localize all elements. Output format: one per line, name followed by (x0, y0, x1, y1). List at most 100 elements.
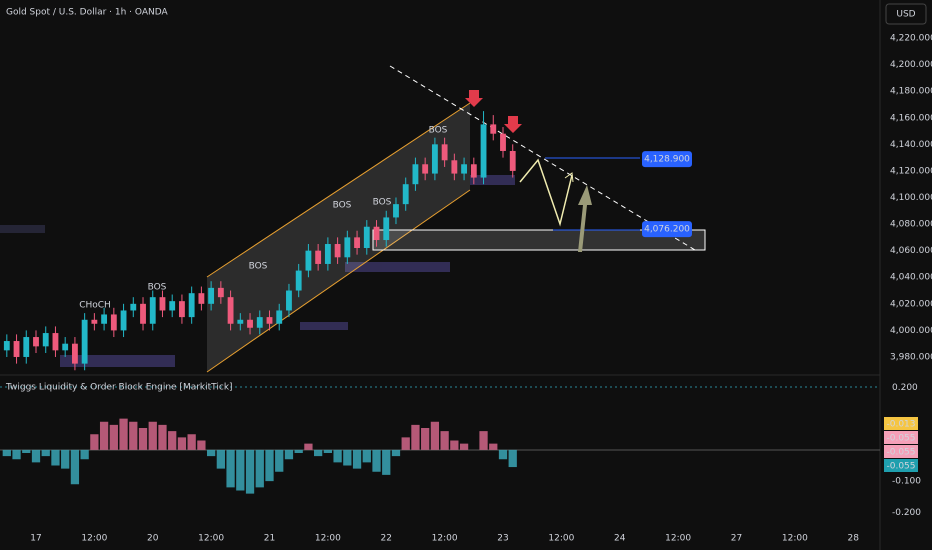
candle-body (334, 244, 341, 258)
x-tick-label: 12:00 (198, 534, 224, 544)
chart-title: Gold Spot / U.S. Dollar · 1h · OANDA (6, 8, 168, 18)
value-badge (884, 431, 918, 444)
histogram-bar (421, 428, 430, 450)
candle-body (159, 297, 166, 311)
histogram-bar (275, 449, 284, 472)
value-badge-label: -0.013 (886, 420, 915, 430)
candle-body (237, 319, 244, 324)
histogram-bar (177, 437, 187, 450)
sell-arrow (504, 116, 522, 133)
candle-body (509, 150, 516, 171)
y-tick-label: 4,060.000 (890, 246, 932, 256)
candle-body (179, 301, 185, 318)
channel-upper (206, 102, 471, 278)
y-tick-label: 3,980.000 (890, 352, 932, 362)
histogram-bar (197, 440, 206, 450)
y-tick-label: 4,040.000 (890, 273, 932, 283)
candle-body (422, 164, 429, 174)
value-badge (884, 445, 918, 458)
zone (345, 262, 450, 272)
y-tick-label: -0.200 (892, 508, 921, 518)
candle-body (470, 164, 477, 178)
price-label-box (642, 151, 692, 168)
y-tick-label: 4,180.000 (890, 87, 932, 97)
y-tick-label: 4,220.000 (890, 34, 932, 44)
candle-body (33, 337, 39, 347)
currency-button[interactable] (885, 3, 927, 25)
candle-body (383, 217, 390, 241)
histogram-bar (31, 449, 41, 463)
value-badge (884, 417, 918, 430)
projection-arrow (564, 172, 574, 183)
histogram-bar (304, 443, 313, 450)
candle-body (227, 297, 234, 324)
y-tick-label: 4,100.000 (890, 193, 932, 203)
histogram-bar (440, 431, 449, 450)
demand-box (372, 229, 706, 251)
histogram-bar (479, 431, 488, 450)
histogram-bar (158, 424, 167, 450)
histogram-bar (129, 421, 138, 450)
y-tick-label: 0.200 (892, 383, 918, 393)
x-tick-label: 12:00 (315, 534, 341, 544)
candle-body (120, 310, 127, 331)
currency[interactable]: USD (896, 10, 915, 20)
histogram-bar (22, 449, 31, 453)
candle-body (217, 287, 224, 298)
candle-body (256, 317, 263, 328)
price-label: 4,076.200 (644, 225, 690, 235)
candle-body (13, 341, 20, 357)
zone (60, 355, 175, 367)
price-label-box (642, 221, 692, 238)
value-badge-label: -0.055 (886, 462, 915, 472)
histogram-bar (508, 449, 517, 468)
candle-body (402, 184, 409, 205)
candle-body (247, 319, 253, 328)
x-tick-label: 24 (614, 534, 626, 544)
histogram-bar (90, 434, 99, 450)
structure-label: BOS (429, 126, 448, 136)
candle-body (490, 124, 497, 134)
candle-body (344, 237, 351, 258)
histogram-bar (70, 449, 80, 485)
histogram-bar (99, 421, 109, 450)
histogram-bar (498, 449, 508, 460)
histogram-bar (245, 449, 255, 494)
histogram-bar (51, 449, 60, 466)
candle-body (169, 301, 176, 311)
candle-body (373, 226, 380, 241)
candle-body (295, 270, 302, 291)
value-badge-label: -0.055 (886, 434, 915, 444)
candle-body (286, 290, 292, 311)
candle-body (393, 204, 399, 218)
candle-body (91, 319, 98, 324)
x-tick-label: 12:00 (782, 534, 808, 544)
candle-body (451, 160, 458, 174)
x-tick-label: 12:00 (548, 534, 574, 544)
x-tick-label: 22 (381, 534, 392, 544)
histogram-bar (226, 449, 235, 488)
histogram-bar (61, 449, 70, 469)
histogram-bar (119, 418, 128, 450)
candle-body (431, 144, 438, 174)
structure-label: BOS (333, 201, 352, 211)
y-tick-label: 4,080.000 (890, 220, 932, 230)
candle-body (198, 293, 205, 304)
sell-arrow (465, 90, 483, 107)
channel-lower (206, 189, 471, 373)
histogram-bar (450, 440, 459, 450)
histogram-bar (2, 449, 11, 457)
histogram-bar (236, 449, 245, 491)
zones (0, 175, 515, 367)
histogram-bar (41, 449, 50, 457)
candle-body (101, 314, 108, 324)
candle-body (441, 144, 448, 161)
y-tick-label: 4,000.000 (890, 326, 932, 336)
histogram-bar (138, 428, 148, 450)
price-label: 4,128.900 (644, 155, 690, 165)
zone (300, 322, 348, 330)
candle-body (480, 124, 487, 178)
candle-body (52, 333, 59, 351)
histogram-bar (343, 449, 352, 466)
